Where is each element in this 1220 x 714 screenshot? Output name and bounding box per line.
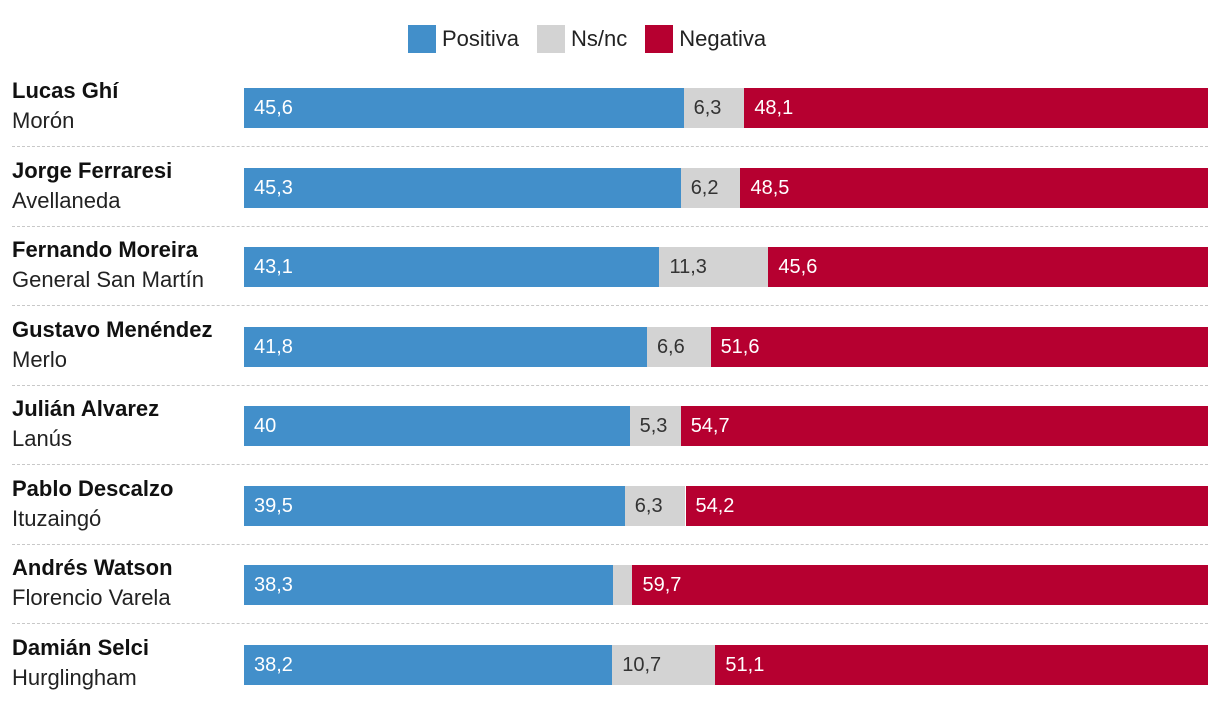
bar-row-damian-selci: Damián Selci Hurglingham 38,2 10,7 51,1 xyxy=(0,625,1220,705)
bar-segment-ns-nc xyxy=(646,326,711,367)
row-divider xyxy=(12,384,1208,386)
category-place-label: Florencio Varela xyxy=(12,585,171,610)
category-place-label: Lanús xyxy=(12,426,72,451)
data-label-ns-nc: 6,3 xyxy=(693,97,722,119)
bar-segment-negativa xyxy=(768,247,1208,287)
bar-segment-positiva xyxy=(244,644,613,685)
legend: Positiva Ns/nc Negativa xyxy=(408,24,784,54)
data-label-negativa: 54,2 xyxy=(695,494,735,517)
row-divider xyxy=(12,305,1208,306)
row-divider xyxy=(12,623,1208,624)
row-divider xyxy=(12,543,1208,545)
category-name-label: Andrés Watson xyxy=(12,555,173,580)
data-label-positiva: 40 xyxy=(254,415,277,437)
stacked-bar: 45,6 6,3 48,1 xyxy=(244,88,1208,128)
data-label-negativa: 45,6 xyxy=(778,256,818,278)
category-place-label: Ituzaingó xyxy=(12,505,102,531)
bar-segment-negativa xyxy=(710,326,1208,367)
bar-segment-negativa xyxy=(715,644,1208,685)
data-label-ns-nc: 10,7 xyxy=(622,653,662,676)
data-label-ns-nc: 11,3 xyxy=(669,256,707,278)
legend-swatch-nsnc xyxy=(537,25,566,53)
bar-segment-positiva xyxy=(244,406,630,446)
bar-row-pablo-descalzo: Pablo Descalzo Ituzaingó 39,5 6,3 54,2 xyxy=(0,466,1220,546)
bar-segment-ns-nc xyxy=(680,167,741,208)
data-label-ns-nc: 5,3 xyxy=(639,415,668,437)
bar-segment-positiva xyxy=(244,88,684,128)
legend-label-positiva: Positiva xyxy=(442,26,520,51)
bar-segment-negativa xyxy=(680,406,1208,446)
row-divider xyxy=(12,146,1208,147)
legend-label-negativa: Negativa xyxy=(679,26,767,51)
bar-segment-ns-nc xyxy=(612,644,716,685)
bar-segment-ns-nc xyxy=(613,565,633,605)
stacked-bar: 41,8 6,6 51,6 xyxy=(244,326,1208,367)
data-label-ns-nc: 6,6 xyxy=(656,335,685,358)
data-label-negativa: 54,7 xyxy=(690,415,730,437)
category-name-label: Damián Selci xyxy=(12,634,149,660)
data-label-positiva: 38,2 xyxy=(254,653,293,676)
category-place-label: Merlo xyxy=(12,346,68,372)
bar-segment-negativa xyxy=(685,485,1208,526)
legend-item-negativa: Negativa xyxy=(645,25,766,53)
data-label-negativa: 51,1 xyxy=(725,653,765,676)
category-name-label: Jorge Ferraresi xyxy=(12,157,173,183)
stacked-bar: 38,2 10,7 51,1 xyxy=(244,644,1208,685)
legend-item-positiva: Positiva xyxy=(408,25,519,53)
stacked-bar: 39,5 6,3 54,2 xyxy=(244,485,1208,526)
category-place-label: Avellaneda xyxy=(12,187,121,213)
bar-row-andres-watson: Andrés Watson Florencio Varela 38,3 59,7 xyxy=(0,545,1220,625)
bar-segment-negativa xyxy=(744,88,1208,128)
category-place-label: Morón xyxy=(12,108,75,133)
category-name-label: Lucas Ghí xyxy=(12,78,119,103)
bar-segment-positiva xyxy=(244,485,625,526)
row-divider xyxy=(12,225,1208,227)
bar-row-lucas-ghi: Lucas Ghí Morón 45,6 6,3 48,1 xyxy=(0,68,1220,148)
data-label-positiva: 41,8 xyxy=(254,335,293,358)
bar-segment-positiva xyxy=(244,326,647,367)
bar-row-gustavo-menendez: Gustavo Menéndez Merlo 41,8 6,6 51,6 xyxy=(0,307,1220,387)
bar-segment-negativa xyxy=(632,565,1208,605)
data-label-positiva: 38,3 xyxy=(254,574,293,596)
bar-row-jorge-ferraresi: Jorge Ferraresi Avellaneda 45,3 6,2 48,5 xyxy=(0,148,1220,228)
category-name-label: Gustavo Menéndez xyxy=(12,316,213,342)
bar-segment-positiva xyxy=(244,167,681,208)
data-label-positiva: 45,3 xyxy=(254,176,293,199)
data-label-ns-nc: 6,3 xyxy=(634,494,663,517)
legend-label-nsnc: Ns/nc xyxy=(571,26,628,51)
legend-swatch-positiva xyxy=(408,25,436,53)
category-name-label: Julián Alvarez xyxy=(12,396,160,421)
bar-segment-ns-nc xyxy=(624,485,686,526)
legend-item-nsnc: Ns/nc xyxy=(537,25,627,53)
data-label-ns-nc: 6,2 xyxy=(690,176,719,199)
legend-swatch-negativa xyxy=(645,25,674,53)
category-name-label: Fernando Moreira xyxy=(12,237,198,262)
bar-segment-negativa xyxy=(740,167,1208,208)
bar-segment-ns-nc xyxy=(629,406,681,446)
data-label-negativa: 48,1 xyxy=(754,97,794,119)
category-place-label: Hurglingham xyxy=(12,664,137,690)
bar-segment-ns-nc xyxy=(683,88,745,128)
bar-segment-positiva xyxy=(244,247,660,287)
data-label-positiva: 39,5 xyxy=(254,494,293,517)
data-label-positiva: 45,6 xyxy=(254,97,293,119)
bar-segment-ns-nc xyxy=(659,247,769,287)
bar-segment-positiva xyxy=(244,565,614,605)
bar-row-fernando-moreira: Fernando Moreira General San Martín 43,1 11… xyxy=(0,227,1220,307)
data-label-negativa: 59,7 xyxy=(642,574,682,596)
data-label-negativa: 48,5 xyxy=(750,176,790,199)
category-name-label: Pablo Descalzo xyxy=(12,475,174,501)
data-label-negativa: 51,6 xyxy=(720,335,760,358)
row-divider xyxy=(12,464,1208,465)
stacked-bar: 45,3 6,2 48,5 xyxy=(244,167,1208,208)
data-label-positiva: 43,1 xyxy=(254,256,293,278)
stacked-bar: 38,3 59,7 xyxy=(244,565,1208,605)
category-place-label: General San Martín xyxy=(12,267,204,292)
stacked-bar: 40 5,3 54,7 xyxy=(244,406,1208,446)
stacked-bar: 43,1 11,3 45,6 xyxy=(244,247,1208,287)
bar-row-julian-alvarez: Julián Alvarez Lanús 40 5,3 54,7 xyxy=(0,386,1220,466)
